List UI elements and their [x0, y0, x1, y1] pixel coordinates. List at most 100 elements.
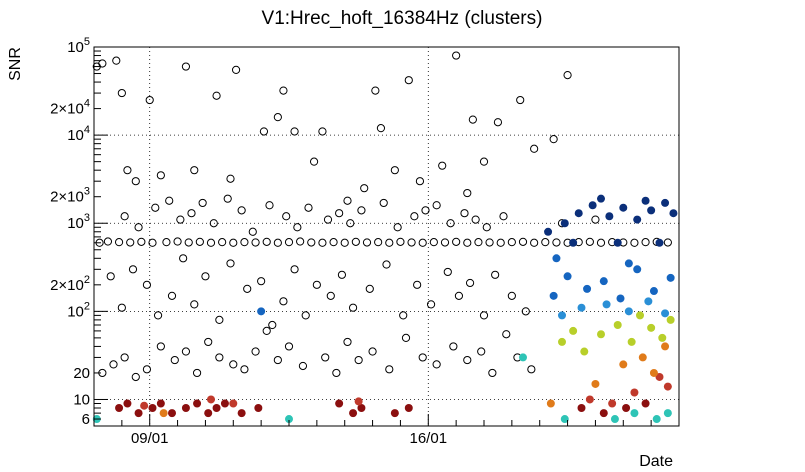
open-data-point — [429, 238, 438, 247]
filled-data-point — [285, 415, 293, 424]
filled-data-point — [204, 409, 213, 418]
open-data-point — [279, 297, 288, 306]
open-data-point — [237, 206, 246, 215]
open-data-point — [452, 237, 461, 246]
filled-data-point — [580, 347, 589, 356]
open-data-point — [251, 238, 260, 247]
filled-data-point — [229, 399, 238, 408]
open-data-point — [471, 215, 480, 224]
filled-data-point — [641, 399, 650, 408]
filled-data-point — [404, 404, 413, 413]
open-data-point — [231, 65, 241, 74]
filled-data-point — [647, 206, 656, 215]
filled-data-point — [652, 415, 661, 424]
filled-data-point — [597, 330, 605, 339]
data-points — [92, 51, 678, 424]
open-data-point — [226, 259, 235, 268]
open-data-point — [371, 86, 380, 95]
open-data-point — [126, 238, 135, 247]
filled-data-point — [624, 259, 633, 268]
open-data-point — [393, 223, 402, 232]
filled-data-point — [148, 404, 157, 413]
open-data-point — [268, 320, 277, 330]
filled-data-point — [630, 409, 639, 418]
open-data-point — [382, 260, 391, 269]
open-data-point — [407, 238, 416, 247]
open-data-point — [549, 135, 558, 144]
open-data-point — [123, 166, 132, 175]
open-data-point — [329, 238, 338, 247]
open-data-point — [399, 311, 408, 320]
open-data-point — [663, 238, 672, 247]
open-data-point — [120, 212, 129, 221]
open-data-point — [340, 238, 349, 247]
open-data-point — [240, 365, 249, 374]
open-data-point — [563, 70, 572, 80]
filled-data-point — [630, 388, 639, 397]
open-data-point — [162, 238, 171, 247]
filled-data-point — [577, 404, 586, 413]
open-data-point — [360, 184, 369, 193]
open-data-point — [170, 355, 179, 365]
filled-data-point — [558, 311, 566, 320]
open-data-point — [284, 238, 294, 247]
open-data-point — [452, 51, 461, 60]
filled-data-point — [663, 409, 672, 418]
open-data-point — [251, 347, 260, 356]
open-data-point — [552, 238, 561, 247]
open-data-point — [179, 254, 188, 263]
open-data-point — [301, 311, 310, 320]
filled-data-point — [591, 379, 600, 388]
filled-data-point — [519, 353, 527, 362]
filled-data-point — [647, 323, 656, 332]
open-data-point — [410, 212, 419, 221]
filled-data-point — [549, 291, 558, 300]
filled-data-point — [574, 209, 583, 218]
y-tick-label: 2×102 — [50, 274, 90, 294]
filled-data-point — [552, 254, 561, 263]
open-data-point — [195, 237, 204, 246]
filled-data-point — [577, 303, 586, 312]
filled-data-point — [655, 372, 664, 381]
open-data-point — [468, 115, 477, 124]
open-data-point — [474, 238, 483, 247]
open-data-point — [265, 201, 274, 210]
open-data-point — [153, 311, 163, 320]
open-data-point — [421, 206, 430, 215]
filled-data-point — [357, 404, 366, 413]
open-data-point — [362, 238, 372, 247]
open-data-point — [273, 113, 282, 122]
open-data-point — [376, 124, 386, 133]
filled-data-point — [658, 333, 667, 342]
filled-data-point — [636, 311, 644, 320]
open-data-point — [128, 265, 138, 274]
filled-data-point — [616, 294, 625, 303]
open-data-point — [223, 194, 232, 203]
open-data-point — [142, 280, 152, 289]
open-data-point — [463, 355, 472, 365]
open-data-point — [262, 326, 271, 336]
open-data-point — [343, 337, 352, 347]
open-data-point — [527, 365, 536, 374]
open-data-point — [485, 238, 494, 247]
y-axis-label: SNR — [7, 47, 24, 81]
open-data-point — [332, 368, 341, 378]
filled-data-point — [237, 409, 246, 418]
open-data-point — [404, 76, 413, 85]
filled-data-point — [193, 399, 202, 408]
open-data-point — [215, 353, 224, 362]
filled-data-point — [254, 404, 263, 413]
filled-data-point — [610, 415, 619, 424]
filled-data-point — [602, 300, 611, 309]
open-data-point — [176, 215, 185, 224]
open-data-point — [354, 355, 363, 365]
open-data-point — [321, 353, 330, 362]
filled-data-point — [649, 368, 658, 377]
open-data-point — [293, 223, 302, 232]
filled-data-point — [619, 203, 628, 212]
open-data-point — [479, 311, 489, 320]
open-data-point — [432, 360, 441, 369]
open-data-point — [351, 237, 360, 246]
open-data-point — [591, 215, 600, 224]
open-data-point — [106, 272, 115, 281]
